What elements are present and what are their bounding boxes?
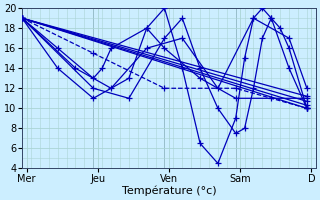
X-axis label: Température (°c): Température (°c) bbox=[122, 185, 216, 196]
